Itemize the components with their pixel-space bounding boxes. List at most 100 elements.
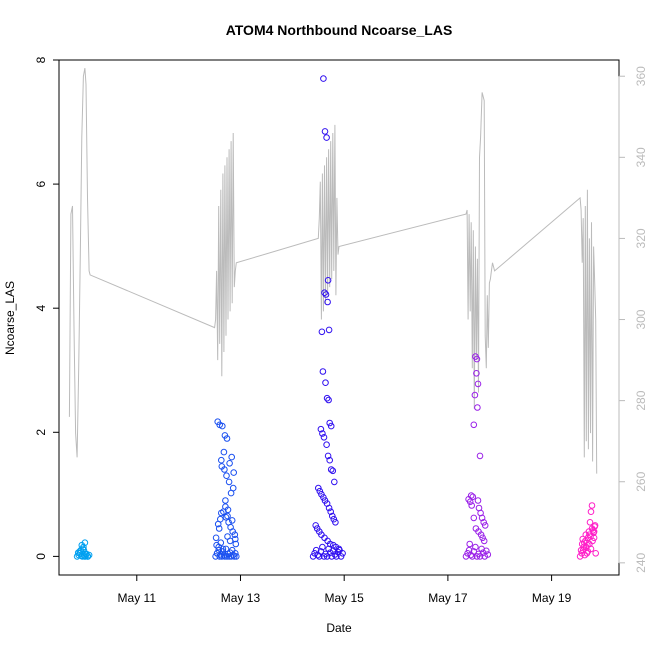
data-point [228, 453, 235, 461]
data-point [213, 550, 221, 557]
data-point [470, 421, 478, 429]
data-point [324, 277, 332, 284]
data-point [80, 546, 88, 554]
data-point [320, 434, 328, 441]
data-point [326, 419, 334, 427]
y-tick-label: 4 [34, 305, 48, 312]
data-point [476, 452, 484, 460]
data-point [229, 484, 237, 492]
data-point [228, 517, 236, 524]
data-point [583, 550, 591, 557]
data-point [578, 540, 586, 548]
data-point [473, 355, 481, 363]
data-point [477, 531, 485, 539]
data-point [233, 553, 240, 560]
data-point [85, 551, 93, 559]
data-point [322, 291, 330, 298]
data-point [74, 549, 82, 557]
data-point [315, 484, 322, 492]
data-point [215, 525, 223, 532]
data-point [580, 543, 588, 551]
data-point [84, 553, 92, 560]
data-point [231, 553, 238, 560]
y-tick-label: 2 [34, 429, 48, 436]
secondary-series-line [68, 68, 598, 474]
x-axis-label: Date [326, 621, 352, 635]
data-point [218, 456, 225, 464]
data-point [222, 497, 229, 504]
data-point [319, 368, 327, 375]
data-point [587, 508, 595, 516]
data-point [219, 545, 227, 553]
data-point [339, 550, 346, 557]
data-point [588, 502, 596, 509]
data-point [324, 452, 332, 460]
data-point [325, 396, 332, 404]
secondary-y-axis: 240 260 280 300 320 340 360 [618, 66, 648, 573]
data-point [223, 472, 230, 480]
data-point [317, 425, 325, 433]
data-point [225, 478, 233, 486]
y-axis: 0 2 4 6 8 [34, 56, 60, 560]
data-point [329, 467, 337, 475]
data-point [318, 328, 326, 336]
y2-tick-label: 240 [634, 553, 648, 573]
series-4 [576, 502, 600, 560]
data-point [316, 487, 324, 495]
data-point [462, 553, 470, 560]
data-point [466, 540, 474, 548]
data-point [224, 512, 231, 520]
data-point [212, 534, 220, 542]
y-tick-label: 0 [34, 553, 48, 560]
data-point [232, 540, 240, 548]
data-point [325, 326, 333, 334]
data-point [330, 515, 338, 523]
data-point [319, 543, 326, 551]
series-1 [212, 418, 240, 560]
data-point [319, 430, 326, 437]
data-point [474, 497, 482, 504]
data-point [327, 466, 335, 473]
series-2 [309, 75, 346, 560]
data-point [484, 551, 492, 558]
data-point [320, 494, 327, 501]
data-point [480, 519, 488, 526]
data-point [309, 553, 317, 560]
data-point [333, 553, 340, 560]
data-point [586, 531, 593, 539]
data-point [321, 289, 328, 297]
series-3 [462, 353, 492, 560]
data-point [335, 545, 343, 553]
data-point [331, 478, 338, 486]
y2-tick-label: 280 [634, 390, 648, 410]
data-point [320, 75, 327, 82]
data-point [322, 379, 329, 387]
series-0 [73, 539, 93, 560]
data-point [471, 391, 479, 399]
data-point [312, 522, 320, 529]
data-point [217, 515, 224, 523]
data-point [472, 543, 479, 551]
data-point [479, 534, 486, 542]
data-point [79, 545, 87, 553]
data-point [576, 553, 584, 560]
data-point [481, 522, 489, 529]
x-tick-label: May 11 [118, 591, 157, 605]
data-point [323, 134, 330, 141]
data-point [586, 519, 594, 526]
data-point [327, 422, 335, 430]
data-point [466, 498, 474, 506]
points-layer [73, 75, 600, 560]
data-point [314, 551, 322, 559]
data-point [323, 394, 331, 402]
data-point [587, 545, 595, 553]
data-point [325, 504, 333, 512]
data-point [219, 422, 226, 430]
data-point [323, 441, 330, 449]
data-point [327, 508, 335, 516]
data-point [231, 531, 239, 539]
y-tick-label: 6 [34, 180, 48, 187]
data-point [590, 528, 598, 535]
data-point [483, 547, 490, 555]
